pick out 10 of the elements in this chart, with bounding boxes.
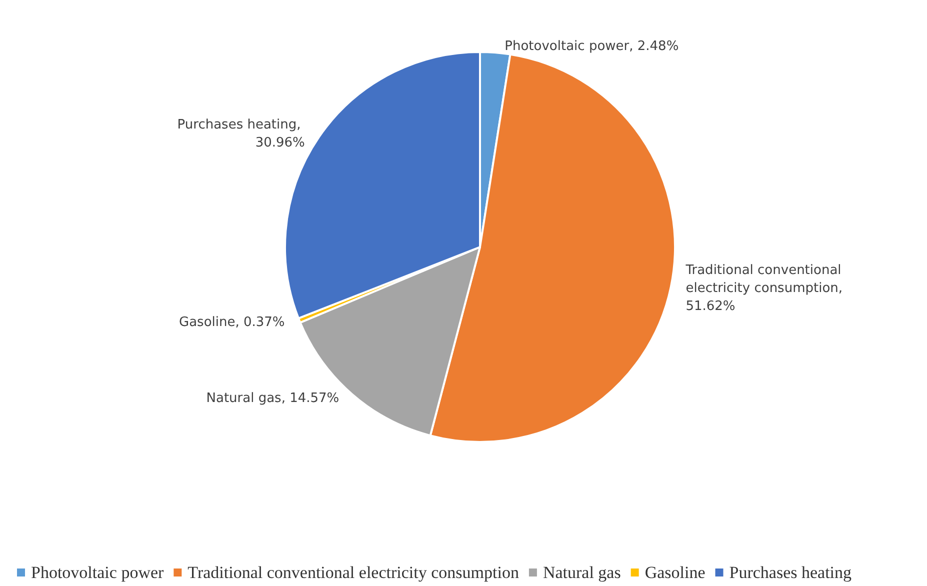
legend-label: Purchases heating [729, 563, 852, 582]
data-label: Purchases heating, 30.96% [177, 117, 305, 150]
legend-label: Photovoltaic power [31, 563, 164, 582]
legend-label: Gasoline [644, 563, 706, 582]
data-label: Gasoline, 0.37% [179, 315, 285, 330]
legend-label: Traditional conventional electricity consumption [188, 563, 520, 582]
data-label: Photovoltaic power, 2.48% [504, 39, 679, 54]
data-label: Natural gas, 14.57% [206, 391, 340, 406]
legend-label: Natural gas [542, 563, 621, 582]
data-label: Traditional conventional electricity consumption, 51.62% [684, 262, 847, 314]
